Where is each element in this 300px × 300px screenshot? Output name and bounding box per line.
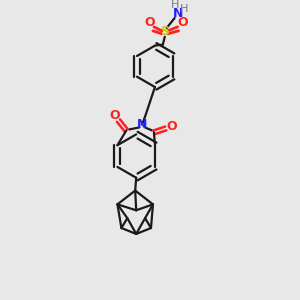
Text: N: N bbox=[172, 7, 183, 20]
Text: H: H bbox=[180, 4, 189, 14]
Text: H: H bbox=[170, 0, 179, 10]
Text: O: O bbox=[177, 16, 188, 29]
Text: O: O bbox=[145, 16, 155, 29]
Text: O: O bbox=[109, 109, 120, 122]
Text: O: O bbox=[167, 120, 177, 133]
Text: N: N bbox=[137, 118, 147, 131]
Text: S: S bbox=[160, 25, 169, 38]
